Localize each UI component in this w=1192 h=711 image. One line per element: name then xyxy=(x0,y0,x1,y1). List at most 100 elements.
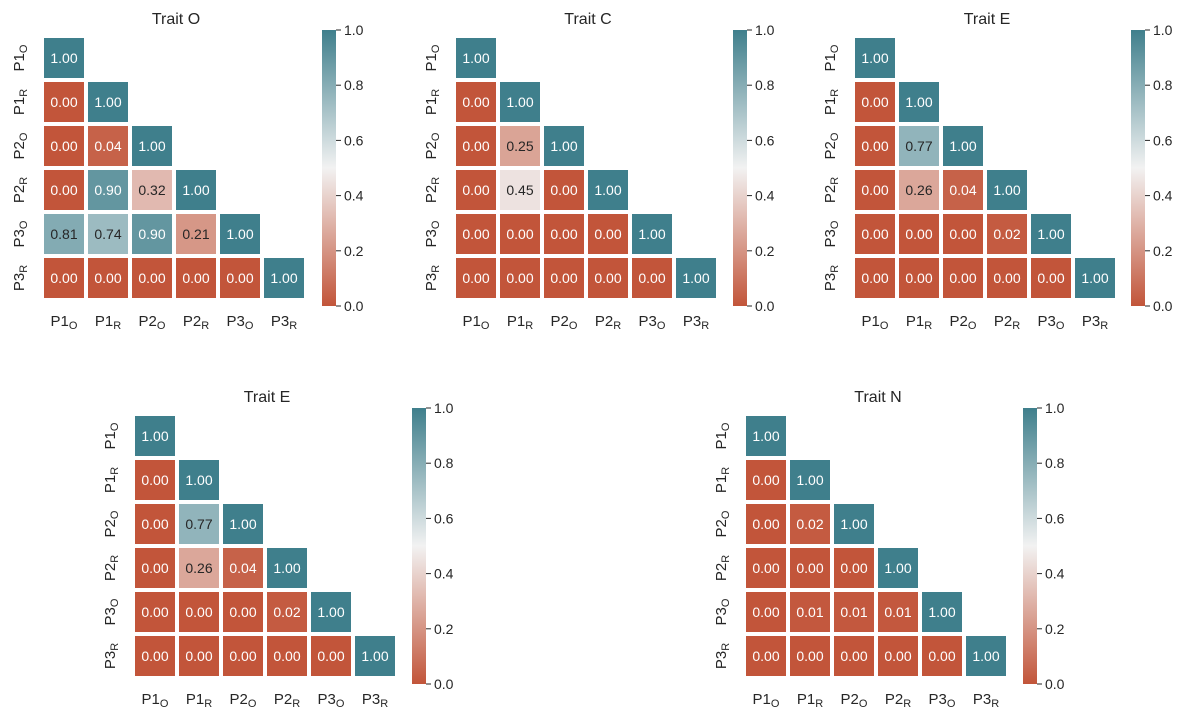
cell-value-label: 1.00 xyxy=(638,226,665,242)
cell-value-label: 0.00 xyxy=(141,472,168,488)
chart-title: Trait C xyxy=(564,11,611,28)
cell-value-label: 0.00 xyxy=(138,270,165,286)
y-tick-label: P2R xyxy=(11,177,30,203)
cell-value-label: 0.00 xyxy=(594,270,621,286)
cell-value-label: 0.04 xyxy=(229,560,256,576)
colorbar-tick-label: 0.0 xyxy=(1045,676,1065,692)
heatmap-cell xyxy=(44,214,84,254)
colorbar-tick-label: 0.0 xyxy=(344,298,364,314)
cell-value-label: 0.00 xyxy=(50,182,77,198)
heatmap-cell xyxy=(456,82,496,122)
y-tick-label: P1R xyxy=(423,89,442,115)
cell-value-label: 0.00 xyxy=(462,138,489,154)
y-tick-label: P2O xyxy=(713,510,732,537)
heatmap-cell xyxy=(88,126,128,166)
cell-value-label: 0.00 xyxy=(550,182,577,198)
colorbar xyxy=(322,30,336,306)
heatmap-cell xyxy=(311,592,351,632)
cell-value-label: 1.00 xyxy=(50,50,77,66)
colorbar-tick-label: 0.8 xyxy=(1153,77,1173,93)
y-tick-label: P3O xyxy=(102,598,121,625)
heatmap-cell xyxy=(1031,214,1071,254)
y-tick-label: P1O xyxy=(713,422,732,449)
heatmap-cell xyxy=(855,126,895,166)
y-tick-label: P2O xyxy=(102,510,121,537)
heatmap-cell xyxy=(179,592,219,632)
heatmap-cell xyxy=(899,82,939,122)
cell-value-label: 0.00 xyxy=(1037,270,1064,286)
cell-value-label: 0.00 xyxy=(796,560,823,576)
heatmap-cell xyxy=(44,258,84,298)
heatmap-cell xyxy=(132,214,172,254)
cell-value-label: 0.00 xyxy=(861,138,888,154)
x-tick-label: P3R xyxy=(973,691,999,710)
cell-value-label: 1.00 xyxy=(94,94,121,110)
heatmap-cell xyxy=(135,592,175,632)
x-tick-label: P3O xyxy=(1038,313,1065,332)
cell-value-label: 0.00 xyxy=(462,270,489,286)
heatmap-cell xyxy=(544,126,584,166)
colorbar-tick-label: 0.2 xyxy=(755,243,775,259)
heatmap-cell xyxy=(987,214,1027,254)
heatmap-cell xyxy=(176,214,216,254)
heatmap-cell xyxy=(135,636,175,676)
heatmap-cell xyxy=(223,548,263,588)
heatmap-cell xyxy=(855,170,895,210)
x-tick-label: P2R xyxy=(994,313,1020,332)
y-tick-label: P1O xyxy=(102,422,121,449)
colorbar-tick-label: 0.8 xyxy=(434,455,454,471)
colorbar-tick-label: 0.8 xyxy=(1045,455,1065,471)
heatmap-cell xyxy=(855,214,895,254)
heatmap-cell xyxy=(855,82,895,122)
colorbar-tick-label: 0.4 xyxy=(755,188,775,204)
cell-value-label: 1.00 xyxy=(972,648,999,664)
x-tick-label: P1O xyxy=(862,313,889,332)
cell-value-label: 0.00 xyxy=(94,270,121,286)
cell-value-label: 0.00 xyxy=(861,226,888,242)
cell-value-label: 0.90 xyxy=(94,182,121,198)
cell-value-label: 1.00 xyxy=(317,604,344,620)
cell-value-label: 0.00 xyxy=(141,516,168,532)
cell-value-label: 0.00 xyxy=(462,182,489,198)
y-tick-label: P1R xyxy=(822,89,841,115)
cell-value-label: 0.00 xyxy=(141,604,168,620)
heatmap-cell xyxy=(44,82,84,122)
cell-value-label: 1.00 xyxy=(273,560,300,576)
y-tick-label: P3R xyxy=(713,643,732,669)
heatmap-cell xyxy=(899,214,939,254)
heatmap-cell xyxy=(922,636,962,676)
heatmap-cell xyxy=(632,214,672,254)
heatmap-cell xyxy=(220,214,260,254)
cell-value-label: 1.00 xyxy=(861,50,888,66)
chart-title: Trait O xyxy=(152,11,200,28)
cell-value-label: 0.00 xyxy=(50,94,77,110)
heatmap-cell xyxy=(456,38,496,78)
cell-value-label: 0.00 xyxy=(840,648,867,664)
cell-value-label: 0.01 xyxy=(840,604,867,620)
colorbar-tick-label: 1.0 xyxy=(434,400,454,416)
heatmap-panel: Trait E 1.00 0.00 1.00 0.00 0.77 1.00 0.00 0.26 0… xyxy=(822,11,1173,332)
cell-value-label: 1.00 xyxy=(185,472,212,488)
cell-value-label: 1.00 xyxy=(182,182,209,198)
cell-value-label: 1.00 xyxy=(270,270,297,286)
colorbar-tick-label: 0.4 xyxy=(1045,566,1065,582)
cell-value-label: 0.00 xyxy=(884,648,911,664)
cell-value-label: 0.00 xyxy=(861,94,888,110)
cell-value-label: 1.00 xyxy=(226,226,253,242)
heatmap-cell xyxy=(922,592,962,632)
cell-value-label: 0.77 xyxy=(905,138,932,154)
heatmap-cell xyxy=(544,170,584,210)
y-tick-label: P3O xyxy=(713,598,732,625)
heatmap-cell xyxy=(746,548,786,588)
x-tick-label: P3R xyxy=(362,691,388,710)
x-tick-label: P2O xyxy=(230,691,257,710)
cell-value-label: 0.01 xyxy=(884,604,911,620)
cell-value-label: 0.45 xyxy=(506,182,533,198)
heatmap-cell xyxy=(267,548,307,588)
heatmap-cell xyxy=(264,258,304,298)
heatmap-cell xyxy=(746,460,786,500)
cell-value-label: 0.00 xyxy=(594,226,621,242)
heatmap-cell xyxy=(987,170,1027,210)
cell-value-label: 1.00 xyxy=(462,50,489,66)
y-tick-label: P2O xyxy=(11,132,30,159)
